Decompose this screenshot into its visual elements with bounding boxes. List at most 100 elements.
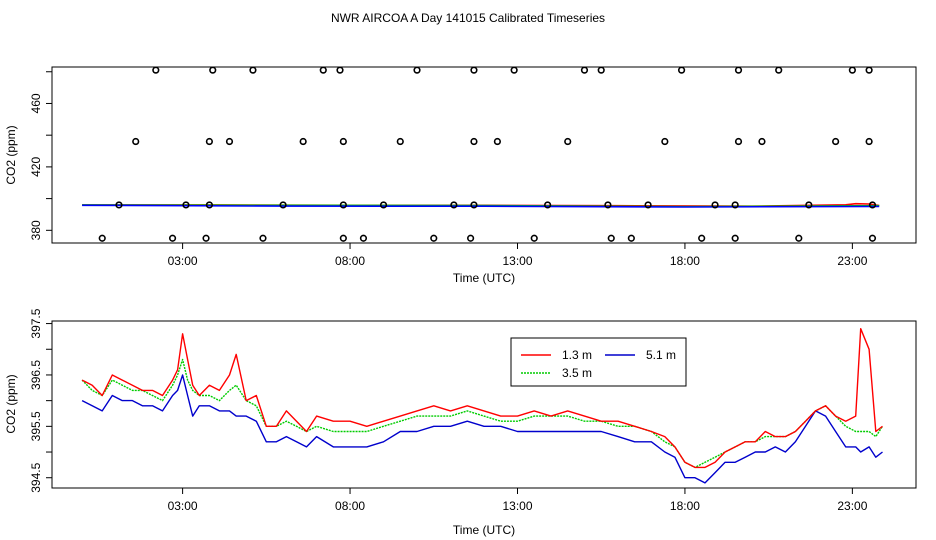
bottom-y-tick-label: 394.5: [29, 462, 43, 492]
scatter-point: [470, 66, 478, 74]
scatter-point: [805, 201, 813, 209]
top-plot-frame: [51, 66, 917, 244]
bottom-plot-frame: [51, 320, 917, 489]
top-x-axis-title: Time (UTC): [453, 271, 515, 285]
scatter-point: [168, 234, 177, 242]
scatter-point: [379, 201, 388, 209]
scatter-point: [711, 201, 719, 209]
top-y-tick-label: 420: [29, 157, 43, 177]
bottom-y-axis: 394.5 395.5 396.5 397.5: [29, 308, 52, 493]
bottom-series-lines: [81, 328, 884, 484]
scatter-point: [202, 234, 210, 242]
scatter-point: [564, 137, 572, 146]
scatter-point: [758, 137, 766, 146]
scatter-point: [848, 66, 856, 74]
bottom-panel: 03:00 08:00 13:00 18:00 23:00 394.5 395.5 396.…: [4, 308, 917, 537]
bottom-series-5-1-m: [81, 374, 883, 484]
top-scatter-points: [98, 66, 877, 242]
scatter-point: [339, 137, 347, 146]
bottom-y-tick-label: 397.5: [29, 308, 43, 338]
scatter-point: [336, 66, 344, 74]
top-x-tick-label: 03:00: [168, 254, 198, 268]
scatter-point: [530, 234, 538, 242]
scatter-point: [299, 137, 307, 146]
top-y-axis: 380 420 460: [29, 71, 52, 240]
scatter-point: [467, 234, 475, 242]
scatter-point: [339, 234, 347, 242]
scatter-point: [115, 201, 123, 209]
scatter-point: [225, 137, 234, 146]
bottom-x-axis-title: Time (UTC): [453, 523, 515, 537]
scatter-point: [152, 66, 160, 74]
scatter-point: [319, 66, 327, 74]
bottom-y-tick-label: 395.5: [29, 411, 43, 441]
bottom-series-1-3-m: [81, 328, 883, 469]
top-series-5-1-m: [82, 204, 880, 208]
scatter-point: [413, 66, 421, 74]
bottom-x-tick-label: 08:00: [335, 499, 365, 513]
scatter-point: [259, 234, 267, 242]
scatter-point: [734, 137, 743, 146]
scatter-point: [580, 66, 589, 74]
scatter-point: [430, 234, 438, 242]
bottom-y-tick-label: 396.5: [29, 360, 43, 390]
scatter-point: [470, 201, 478, 209]
scatter-point: [205, 201, 213, 209]
scatter-point: [775, 66, 783, 74]
top-y-tick-label: 460: [29, 93, 43, 113]
legend-label-3-5m: 3.5 m: [562, 366, 592, 380]
scatter-point: [734, 66, 743, 74]
scatter-point: [865, 137, 873, 146]
bottom-x-tick-label: 18:00: [670, 499, 700, 513]
scatter-point: [795, 234, 803, 242]
scatter-point: [868, 234, 877, 242]
legend-label-1-3m: 1.3 m: [562, 348, 592, 362]
scatter-point: [182, 201, 190, 209]
scatter-point: [604, 201, 612, 209]
scatter-point: [470, 137, 478, 146]
bottom-x-tick-label: 03:00: [168, 499, 198, 513]
bottom-x-tick-label: 23:00: [837, 499, 867, 513]
scatter-point: [359, 234, 368, 242]
scatter-point: [396, 137, 404, 146]
scatter-point: [597, 66, 605, 74]
top-panel: 03:00 08:00 13:00 18:00 23:00 380 420 460 Time…: [4, 66, 917, 285]
top-x-tick-label: 08:00: [335, 254, 365, 268]
scatter-point: [132, 137, 140, 146]
legend: 1.3 m 5.1 m 3.5 m: [510, 337, 687, 387]
top-x-tick-label: 18:00: [670, 254, 700, 268]
legend-label-5-1m: 5.1 m: [646, 348, 676, 362]
scatter-point: [731, 201, 739, 209]
top-series-lines: [82, 202, 880, 208]
bottom-x-axis: 03:00 08:00 13:00 18:00 23:00: [168, 488, 868, 513]
scatter-point: [627, 234, 635, 242]
scatter-point: [98, 234, 106, 242]
scatter-point: [677, 66, 686, 74]
top-y-axis-title: CO2 (ppm): [4, 125, 18, 184]
top-y-tick-label: 380: [29, 220, 43, 240]
scatter-point: [279, 201, 287, 209]
scatter-point: [832, 137, 840, 146]
scatter-point: [249, 66, 257, 74]
scatter-point: [493, 137, 501, 146]
scatter-point: [339, 201, 347, 209]
scatter-point: [450, 201, 458, 209]
scatter-point: [607, 234, 615, 242]
scatter-point: [698, 234, 706, 242]
bottom-series-3-5-m: [81, 358, 884, 469]
top-x-tick-label: 23:00: [837, 254, 867, 268]
legend-box: [510, 337, 687, 387]
scatter-point: [544, 201, 552, 209]
bottom-y-axis-title: CO2 (ppm): [4, 374, 18, 433]
bottom-x-tick-label: 13:00: [502, 499, 532, 513]
scatter-point: [661, 137, 669, 146]
scatter-point: [510, 66, 518, 74]
scatter-point: [209, 66, 217, 74]
scatter-point: [731, 234, 739, 242]
scatter-point: [868, 201, 877, 209]
figure-title: NWR AIRCOA A Day 141015 Calibrated Times…: [331, 11, 605, 25]
scatter-point: [865, 66, 873, 74]
scatter-point: [205, 137, 213, 146]
top-x-tick-label: 13:00: [502, 254, 532, 268]
